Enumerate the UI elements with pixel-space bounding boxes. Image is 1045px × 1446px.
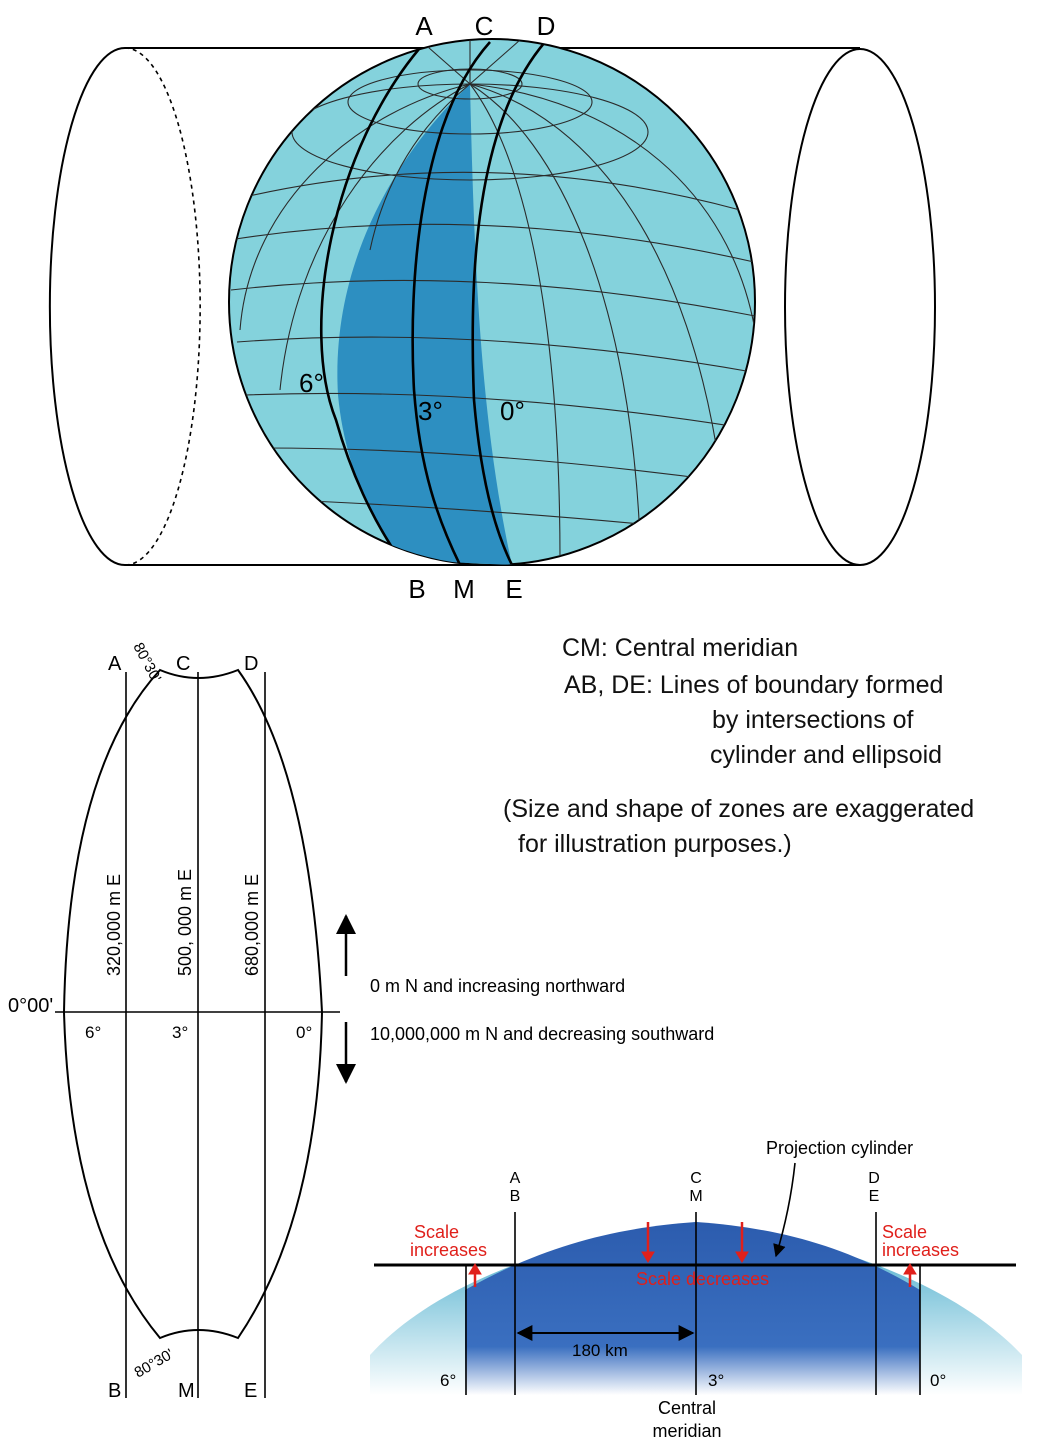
section-label-m: M [689, 1188, 702, 1205]
section-label-e: E [869, 1188, 880, 1205]
scale-decreases-label: Scale decreases [636, 1269, 769, 1289]
scale-arrowhead-left [468, 1263, 482, 1275]
legend-ab-de-cont-2: cylinder and ellipsoid [710, 741, 943, 769]
scale-arrowhead-mid-2 [735, 1251, 749, 1263]
section-degree-3: 3° [708, 1371, 724, 1390]
flat-label-m: M [178, 1380, 195, 1402]
flat-degree-0: 0° [296, 1023, 312, 1042]
central-meridian-label-1: Central [658, 1398, 716, 1418]
globe-label-c: C [475, 11, 494, 41]
scale-arrowhead-mid-1 [641, 1251, 655, 1263]
legend-ab-de-cont-1: by intersections of [712, 706, 914, 734]
legend-disclaimer-2: for illustration purposes.) [518, 830, 792, 858]
flat-degree-6: 6° [85, 1023, 101, 1042]
zone-line-cm [411, 41, 491, 565]
globe-label-m: M [453, 574, 475, 604]
flat-label-d: D [244, 653, 258, 675]
easting-500000: 500, 000 m E [175, 869, 195, 976]
section-label-a: A [510, 1170, 521, 1187]
scale-increases-left-2: increases [410, 1240, 487, 1260]
south-note: 10,000,000 m N and decreasing southward [370, 1024, 714, 1044]
cylinder-pointer [773, 1162, 796, 1258]
globe-label-e: E [505, 574, 522, 604]
cylinder-right-end [784, 48, 936, 566]
globe-degree-6: 6° [299, 368, 324, 398]
flat-label-e: E [244, 1380, 257, 1402]
section-degree-6: 6° [440, 1371, 456, 1390]
flat-label-a: A [108, 653, 122, 675]
legend-cm: CM: Central meridian [562, 634, 799, 662]
cylinder-label: Projection cylinder [766, 1138, 913, 1158]
section-degree-0: 0° [930, 1371, 946, 1390]
globe-label-b: B [408, 574, 425, 604]
meridian-lines [239, 39, 755, 561]
globe-label-d: D [537, 11, 556, 41]
zone-outline [62, 668, 324, 1340]
central-meridian-label-2: meridian [652, 1421, 721, 1441]
globe-degree-3: 3° [418, 396, 443, 426]
scale-increases-left-1: Scale [414, 1222, 459, 1242]
globe-figure: A C D B M E 6° 3° 0° [48, 11, 936, 604]
zone-boundaries [319, 41, 546, 565]
north-note: 0 m N and increasing northward [370, 976, 625, 996]
flat-degree-3: 3° [172, 1023, 188, 1042]
lat-bottom-label: 80°30' [132, 1346, 177, 1382]
section-label-c: C [690, 1170, 702, 1187]
globe-degree-0: 0° [500, 396, 525, 426]
earth-surface [465, 1222, 920, 1395]
section-label-b: B [510, 1188, 521, 1205]
utm-zone-shading [337, 84, 512, 565]
cylinder-left-end-back [124, 47, 201, 566]
section-label-d: D [868, 1170, 880, 1187]
legend-ab-de: AB, DE: Lines of boundary formed [564, 671, 944, 699]
zone-line-ab [319, 41, 426, 563]
flat-label-c: C [176, 653, 190, 675]
distance-label: 180 km [572, 1341, 628, 1360]
legend-disclaimer-1: (Size and shape of zones are exaggerated [503, 795, 975, 823]
cylinder-left-end-front [48, 47, 126, 566]
globe-label-a: A [415, 11, 433, 41]
scale-arrowhead-right [903, 1263, 917, 1275]
flat-label-b: B [108, 1380, 121, 1402]
scale-increases-right-1: Scale [882, 1222, 927, 1242]
zone-line-de [471, 41, 546, 565]
easting-680000: 680,000 m E [242, 874, 262, 976]
scale-increases-right-2: increases [882, 1240, 959, 1260]
easting-320000: 320,000 m E [104, 874, 124, 976]
section-figure: A B C M D E Projection cylinder Scale in… [370, 1138, 1022, 1441]
lat-top-label: 80°30' [129, 640, 164, 685]
equator-label: 0°00' [8, 995, 53, 1017]
